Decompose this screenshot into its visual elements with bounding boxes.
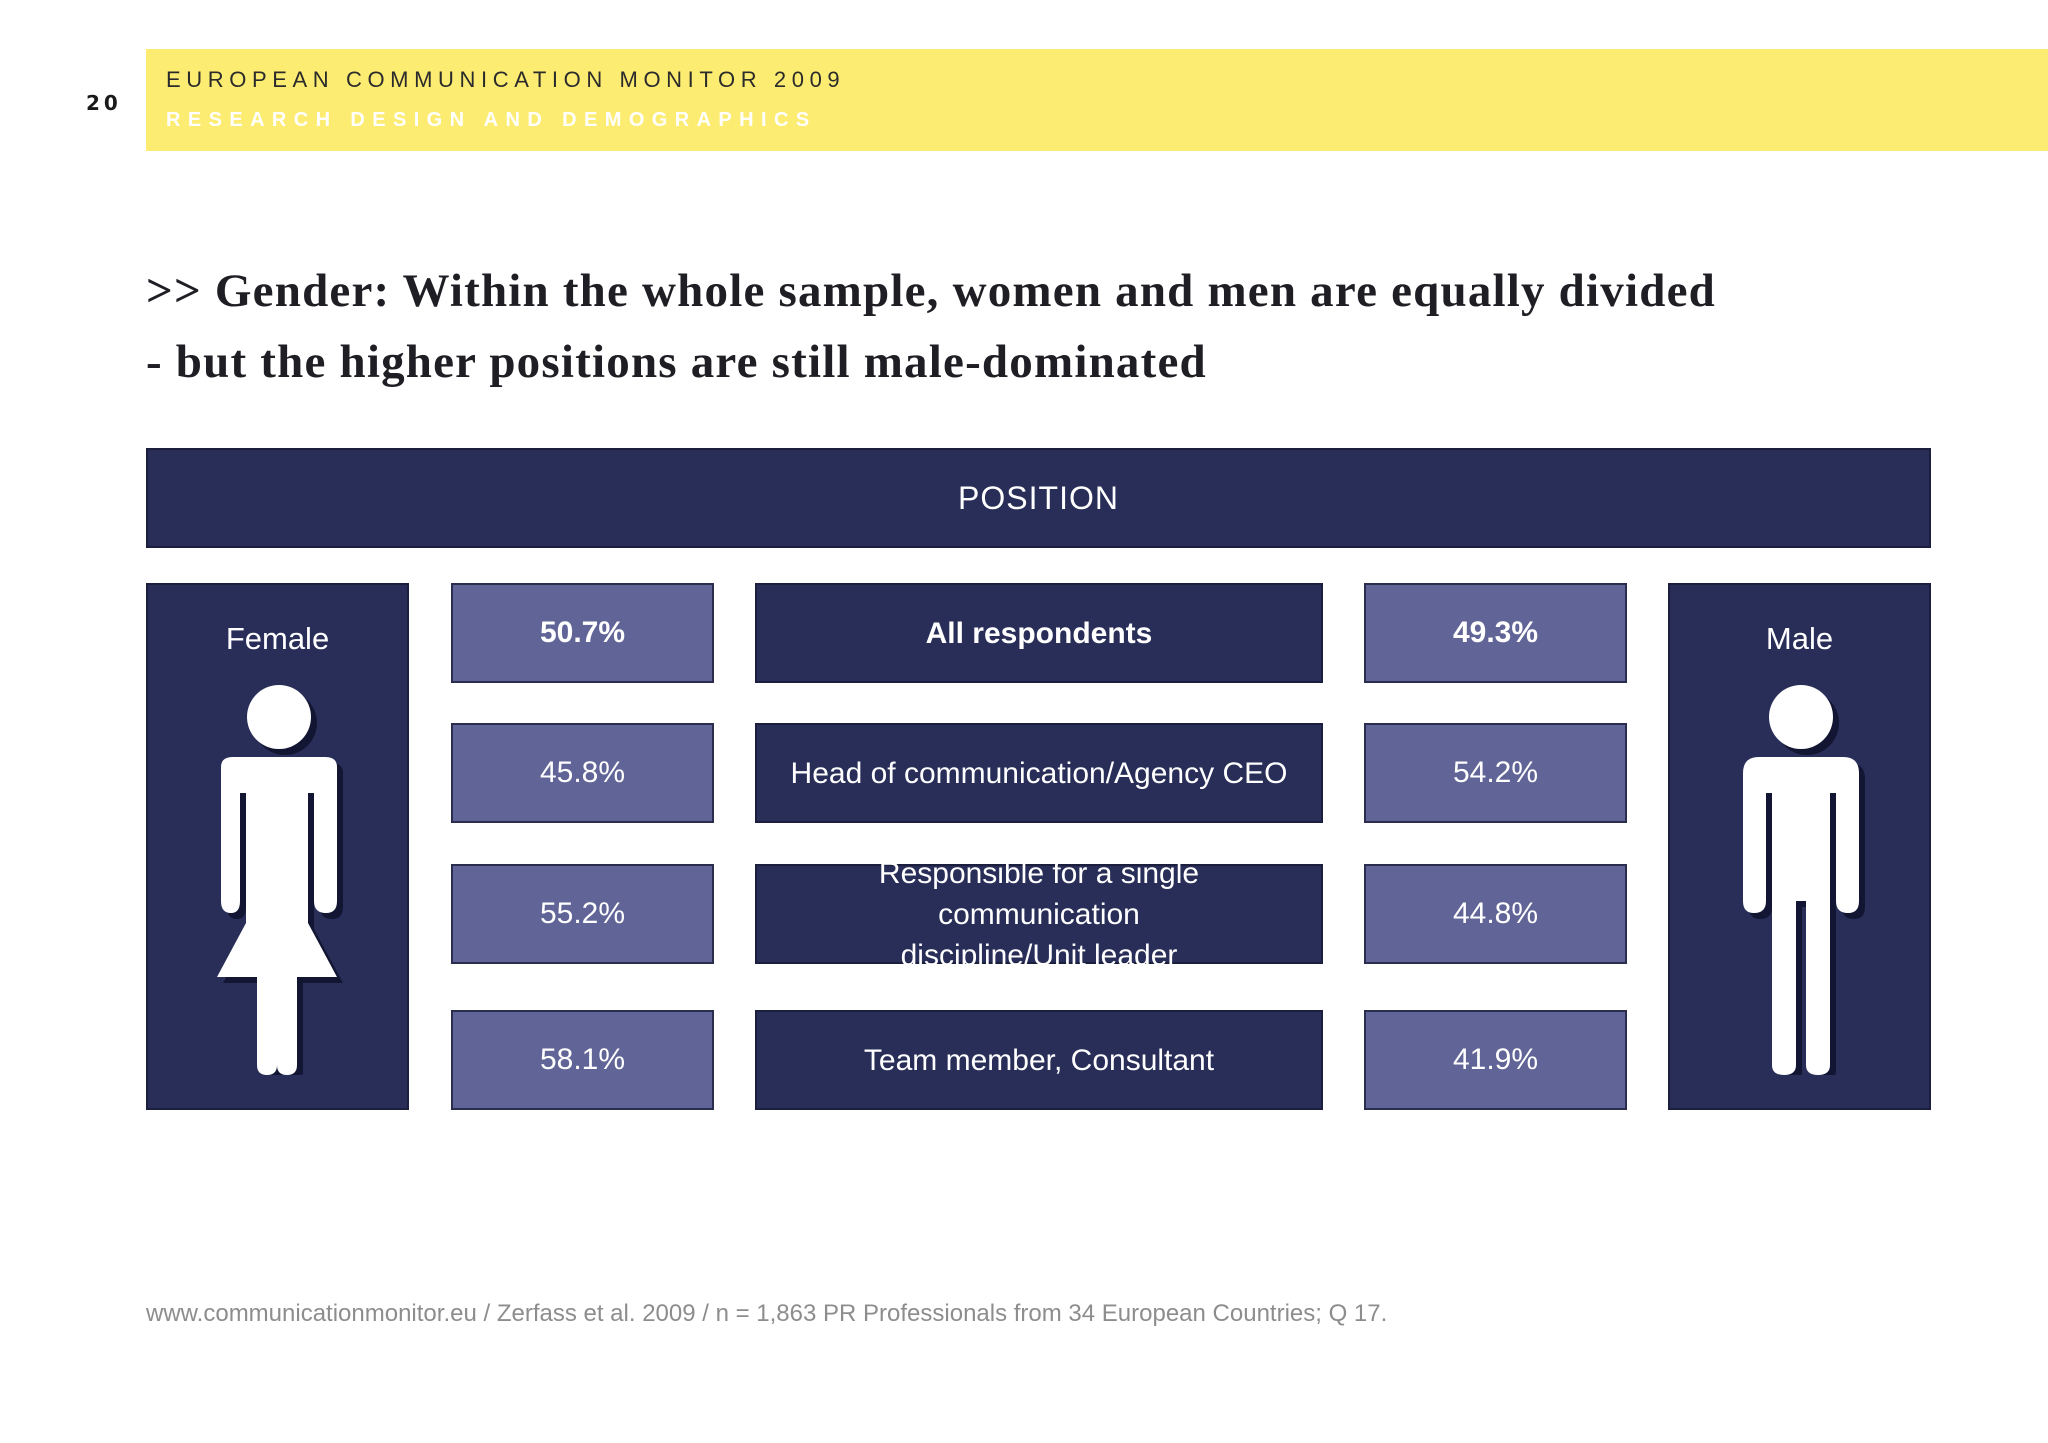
female-pct-unit-leader: 55.2% (451, 864, 714, 964)
category-unit-leader-line-2: discipline/Unit leader (900, 938, 1178, 972)
category-head-of-communication: Head of communication/Agency CEO (755, 723, 1323, 823)
female-label: Female (225, 621, 330, 656)
female-figure-icon (217, 685, 343, 1075)
category-unit-leader: Responsible for a single communication d… (755, 857, 1323, 972)
male-pct-team-member: 41.9% (1364, 1010, 1627, 1110)
category-all-respondents: All respondents (755, 583, 1323, 683)
headline-line-1: >> Gender: Within the whole sample, wome… (146, 265, 1716, 317)
female-panel: Female (146, 583, 409, 1110)
male-panel: Male (1668, 583, 1931, 1110)
category-unit-leader-line-1: Responsible for a single communication (878, 856, 1200, 931)
page-number: 20 (86, 91, 122, 115)
male-pct-all-respondents: 49.3% (1364, 583, 1627, 683)
female-pct-team-member: 58.1% (451, 1010, 714, 1110)
male-label: Male (1765, 621, 1834, 656)
source-footnote: www.communicationmonitor.eu / Zerfass et… (146, 1300, 1388, 1327)
headline-line-2: - but the higher positions are still mal… (146, 336, 1207, 388)
male-figure-icon (1743, 685, 1865, 1075)
female-pct-all-respondents: 50.7% (451, 583, 714, 683)
male-pct-unit-leader: 44.8% (1364, 864, 1627, 964)
header-band: EUROPEAN COMMUNICATION MONITOR 2009 RESE… (146, 49, 2048, 151)
male-pct-head-of-communication: 54.2% (1364, 723, 1627, 823)
report-title: EUROPEAN COMMUNICATION MONITOR 2009 (166, 67, 846, 92)
category-team-member: Team member, Consultant (755, 1010, 1323, 1110)
section-title: RESEARCH DESIGN AND DEMOGRAPHICS (166, 109, 817, 131)
position-column-header: POSITION (146, 448, 1931, 548)
page-headline: >> Gender: Within the whole sample, wome… (146, 256, 1946, 398)
female-pct-head-of-communication: 45.8% (451, 723, 714, 823)
